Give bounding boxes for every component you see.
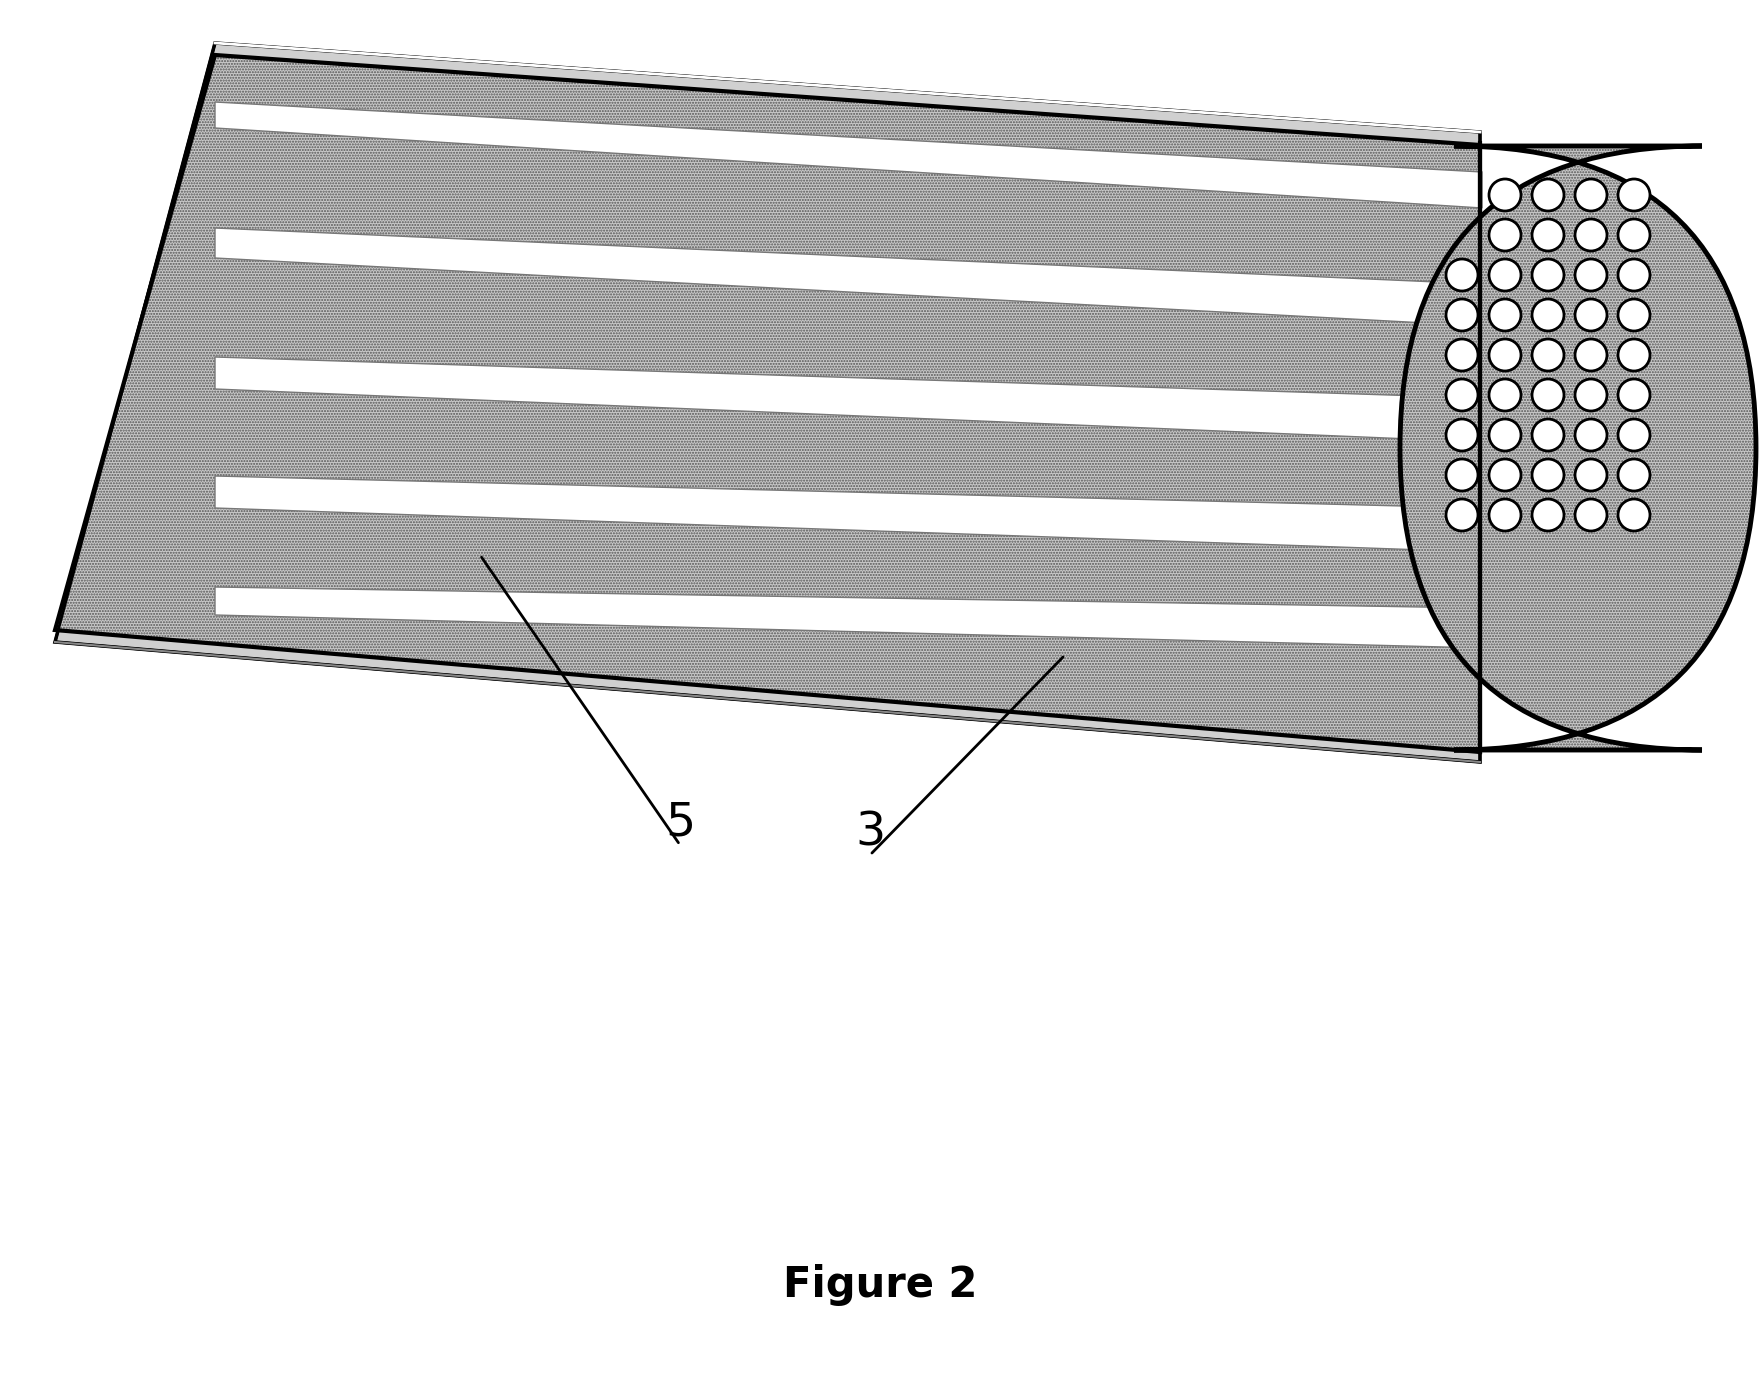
Polygon shape xyxy=(215,228,1483,325)
Polygon shape xyxy=(215,357,1483,442)
Text: 3: 3 xyxy=(855,810,885,855)
Circle shape xyxy=(1574,178,1608,211)
Circle shape xyxy=(1532,419,1564,450)
Circle shape xyxy=(1490,339,1521,371)
Circle shape xyxy=(1446,419,1477,450)
Text: 5: 5 xyxy=(665,800,695,844)
Circle shape xyxy=(1532,259,1564,291)
Circle shape xyxy=(1490,259,1521,291)
Circle shape xyxy=(1618,220,1650,251)
Circle shape xyxy=(1574,339,1608,371)
Circle shape xyxy=(1446,259,1477,291)
Circle shape xyxy=(1490,498,1521,531)
Circle shape xyxy=(1532,220,1564,251)
Polygon shape xyxy=(215,102,1483,207)
Circle shape xyxy=(1618,178,1650,211)
Circle shape xyxy=(1490,379,1521,411)
Text: Figure 2: Figure 2 xyxy=(783,1265,977,1306)
Circle shape xyxy=(1532,339,1564,371)
Circle shape xyxy=(1618,419,1650,450)
Polygon shape xyxy=(55,55,1479,752)
Circle shape xyxy=(1446,379,1477,411)
Circle shape xyxy=(1490,220,1521,251)
Circle shape xyxy=(1446,339,1477,371)
Circle shape xyxy=(1618,379,1650,411)
Circle shape xyxy=(1574,299,1608,331)
Circle shape xyxy=(1574,379,1608,411)
Circle shape xyxy=(1532,498,1564,531)
Circle shape xyxy=(1490,299,1521,331)
Circle shape xyxy=(1446,459,1477,492)
Circle shape xyxy=(1618,299,1650,331)
Circle shape xyxy=(1490,178,1521,211)
Circle shape xyxy=(1532,459,1564,492)
Circle shape xyxy=(1618,459,1650,492)
Circle shape xyxy=(1574,459,1608,492)
Circle shape xyxy=(1532,178,1564,211)
Polygon shape xyxy=(215,588,1483,648)
Circle shape xyxy=(1618,339,1650,371)
Circle shape xyxy=(1532,299,1564,331)
FancyBboxPatch shape xyxy=(1400,146,1756,750)
Circle shape xyxy=(1446,498,1477,531)
Circle shape xyxy=(1490,459,1521,492)
Circle shape xyxy=(1574,220,1608,251)
Polygon shape xyxy=(55,43,1479,762)
Circle shape xyxy=(1618,498,1650,531)
Circle shape xyxy=(1574,498,1608,531)
Circle shape xyxy=(1490,419,1521,450)
Circle shape xyxy=(1574,259,1608,291)
Circle shape xyxy=(1574,419,1608,450)
Circle shape xyxy=(1532,379,1564,411)
Polygon shape xyxy=(215,476,1483,552)
Circle shape xyxy=(1446,299,1477,331)
Circle shape xyxy=(1618,259,1650,291)
